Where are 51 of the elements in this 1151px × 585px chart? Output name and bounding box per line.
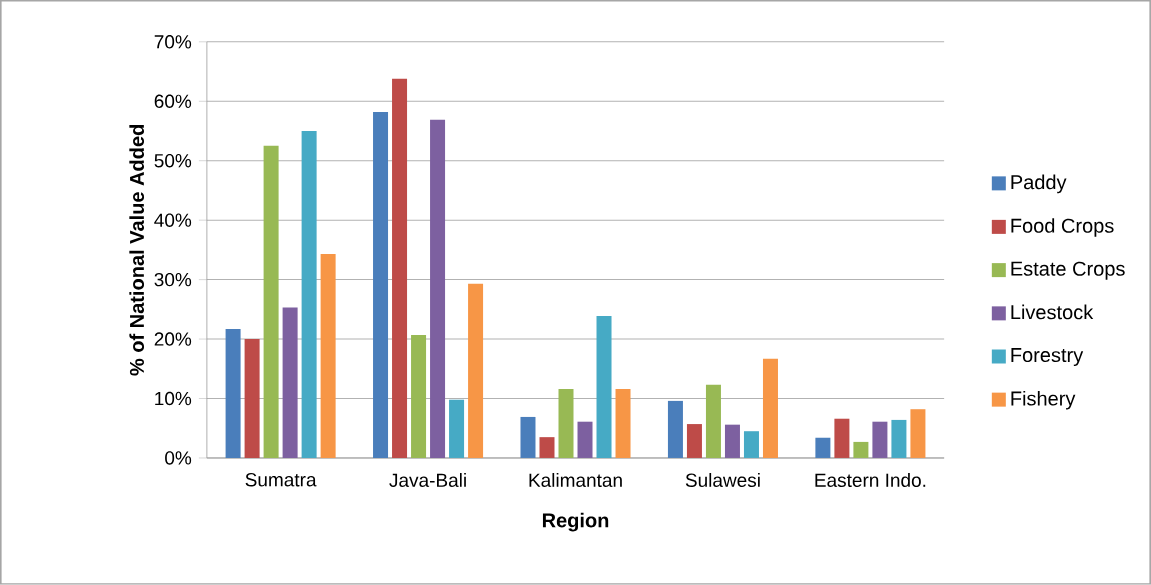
y-tick-label: 70% <box>154 35 192 49</box>
bar <box>373 112 389 459</box>
bar <box>596 315 612 459</box>
bar <box>834 418 850 459</box>
bar <box>724 424 740 459</box>
bar <box>762 358 778 459</box>
y-tick-label: 50% <box>154 154 192 168</box>
bar <box>320 254 336 459</box>
legend-label: Fishery <box>1011 390 1076 410</box>
x-tick-label: Eastern Indo. <box>815 473 926 488</box>
x-tick-label: Sulawesi <box>685 473 760 488</box>
bar <box>244 339 260 459</box>
bar <box>615 389 631 459</box>
x-tick-label: Kalimantan <box>529 473 622 488</box>
legend-label: Estate Crops <box>1011 261 1125 280</box>
y-tick-label: 0% <box>165 451 192 465</box>
bar <box>539 437 555 459</box>
y-axis-title: % of National Value Added <box>129 125 145 376</box>
x-tick-label: Java-Bali <box>389 473 466 488</box>
legend-label: Paddy <box>1011 174 1067 194</box>
bar <box>225 329 241 459</box>
bar <box>411 334 427 459</box>
bar <box>705 384 721 459</box>
legend-label: Food Crops <box>1011 218 1114 237</box>
bar <box>577 421 593 459</box>
bar <box>263 145 279 459</box>
x-tick-label: Sumatra <box>245 473 317 487</box>
bar <box>468 283 484 459</box>
bar <box>686 424 702 459</box>
bar <box>853 442 869 459</box>
y-tick-label: 30% <box>154 272 192 287</box>
bar <box>743 431 759 459</box>
bar <box>815 437 831 459</box>
bar <box>392 78 408 459</box>
y-tick-label: 40% <box>154 213 192 227</box>
bar <box>520 417 536 459</box>
bar <box>872 421 888 459</box>
bar <box>449 399 465 459</box>
bar <box>667 400 683 459</box>
y-tick-label: 20% <box>154 332 192 346</box>
legend-label: Forestry <box>1011 348 1084 367</box>
bar <box>282 307 298 459</box>
bar <box>430 119 446 459</box>
x-axis-title: Region <box>542 512 609 532</box>
y-tick-label: 60% <box>154 94 192 109</box>
y-tick-label: 10% <box>155 391 192 406</box>
bar <box>558 389 574 459</box>
bar <box>891 420 907 459</box>
bar <box>910 409 926 459</box>
bar <box>301 131 317 459</box>
legend-label: Livestock <box>1011 304 1094 320</box>
